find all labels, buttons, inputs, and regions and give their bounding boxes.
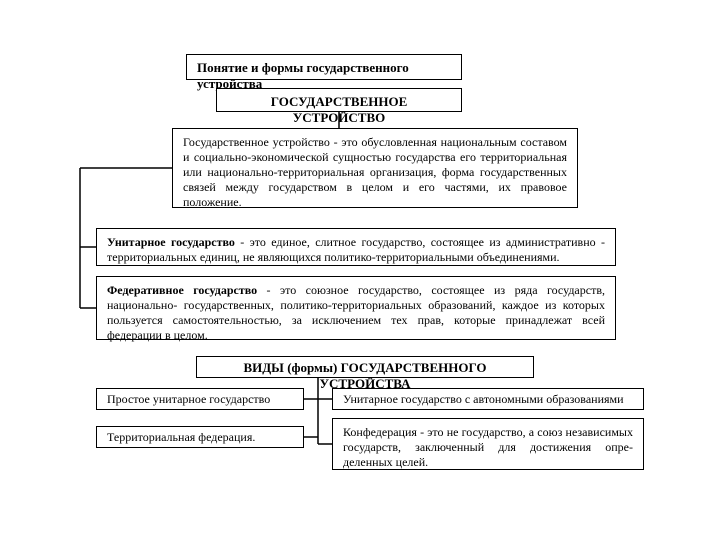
federative-box: Федеративное государство - это союзное г… bbox=[96, 276, 616, 340]
title-text: Понятие и формы государственного устройс… bbox=[197, 60, 409, 91]
confed-text: Конфедерация - это не государство, а сою… bbox=[343, 425, 633, 469]
auton-text: Унитарное государство с автономными обра… bbox=[343, 392, 624, 406]
definition-text: Государственное устройство - это обуслов… bbox=[183, 135, 567, 209]
unitary-box: Унитарное государство - это единое, слит… bbox=[96, 228, 616, 266]
confederation-box: Конфедерация - это не государство, а сою… bbox=[332, 418, 644, 470]
header1-text: ГОСУДАРСТВЕННОЕ УСТРОЙСТВО bbox=[271, 94, 408, 125]
header2-text: ВИДЫ (формы) ГОСУДАРСТВЕННОГО УСТРОЙСТВА bbox=[243, 360, 486, 391]
definition-box: Государственное устройство - это обуслов… bbox=[172, 128, 578, 208]
autonomous-box: Унитарное государство с автономными обра… bbox=[332, 388, 644, 410]
federative-label: Федеративное государство bbox=[107, 283, 257, 297]
unitary-label: Унитарное государство bbox=[107, 235, 235, 249]
title-box: Понятие и формы государственного устройс… bbox=[186, 54, 462, 80]
simple-text: Простое унитарное государство bbox=[107, 392, 270, 406]
territorial-fed-box: Территориальная федерация. bbox=[96, 426, 304, 448]
header-state-structure: ГОСУДАРСТВЕННОЕ УСТРОЙСТВО bbox=[216, 88, 462, 112]
terr-text: Территориальная федерация. bbox=[107, 430, 255, 444]
header-types: ВИДЫ (формы) ГОСУДАРСТВЕННОГО УСТРОЙСТВА bbox=[196, 356, 534, 378]
simple-unitary-box: Простое унитарное государство bbox=[96, 388, 304, 410]
